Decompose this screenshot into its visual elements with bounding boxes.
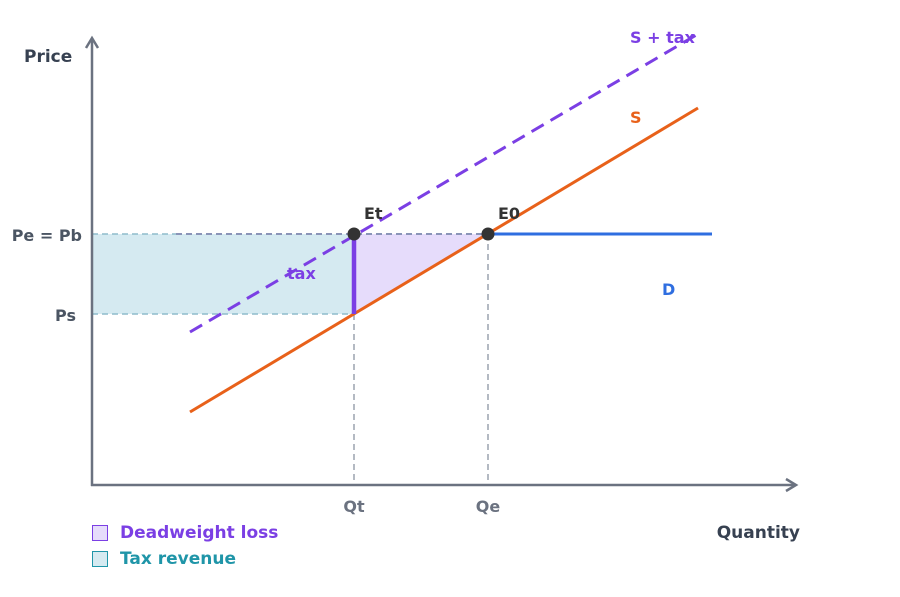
x-axis-arrow	[785, 477, 799, 493]
legend-item-deadweight-loss: Deadweight loss	[92, 520, 278, 546]
deadweight-loss-swatch	[92, 525, 108, 541]
qe-label: Qe	[476, 497, 501, 516]
qt-label: Qt	[343, 497, 365, 516]
tax-label: tax	[287, 264, 316, 283]
ps-label: Ps	[55, 306, 76, 325]
supply-tax-label: S + tax	[630, 28, 696, 47]
legend-label-tax-revenue: Tax revenue	[120, 549, 237, 569]
pe-pb-label: Pe = Pb	[12, 226, 82, 245]
y-axis-arrow	[84, 35, 100, 49]
legend: Deadweight loss Tax revenue	[92, 520, 278, 572]
supply-line	[189, 106, 699, 414]
tax-revenue-swatch	[92, 551, 108, 567]
x-axis-label: Quantity	[717, 523, 800, 543]
tax-revenue-area	[92, 234, 354, 314]
legend-item-tax-revenue: Tax revenue	[92, 546, 278, 572]
demand-label: D	[662, 280, 675, 299]
supply-tax-line	[189, 32, 699, 334]
e0-label: E0	[498, 204, 520, 223]
et-label: Et	[364, 204, 383, 223]
y-axis-label: Price	[24, 47, 72, 67]
et-point	[347, 227, 361, 241]
legend-label-deadweight-loss: Deadweight loss	[120, 523, 279, 543]
supply-label: S	[630, 108, 642, 127]
e0-point	[481, 227, 495, 241]
